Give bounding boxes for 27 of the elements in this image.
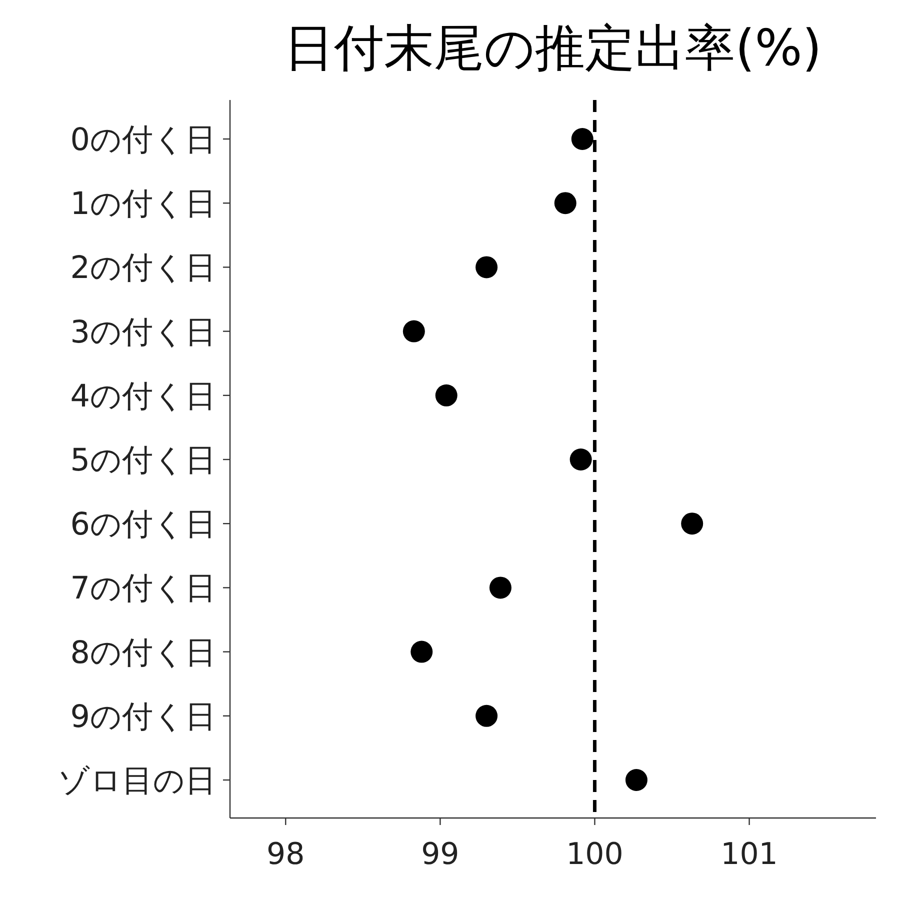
y-tick-label: 1の付く日	[70, 186, 216, 222]
x-tick-label: 98	[266, 837, 305, 872]
x-tick-label: 101	[720, 837, 778, 872]
y-tick-label: 2の付く日	[70, 250, 216, 286]
y-tick-label: 7の付く日	[70, 570, 216, 607]
y-tick-label: 4の付く日	[70, 378, 216, 414]
point	[554, 192, 576, 214]
point	[410, 640, 433, 663]
y-tick-label: 0の付く日	[70, 122, 216, 158]
y-tick-label: 5の付く日	[70, 442, 216, 478]
x-tick-label: 100	[566, 837, 624, 872]
point	[435, 384, 458, 406]
y-tick-label: 8の付く日	[70, 634, 216, 671]
point	[571, 128, 594, 150]
point	[489, 576, 512, 599]
chart-title: 日付末尾の推定出率(%)	[284, 19, 822, 77]
point	[681, 512, 704, 535]
point	[570, 448, 592, 470]
point	[402, 320, 425, 342]
y-tick-label: 9の付く日	[70, 698, 216, 735]
point	[476, 704, 498, 727]
point	[625, 769, 648, 791]
y-tick-label: ゾロ目の日	[58, 763, 216, 799]
x-tick-label: 99	[421, 837, 460, 872]
y-tick-label: 6の付く日	[70, 506, 216, 543]
point	[476, 256, 498, 278]
y-tick-label: 3の付く日	[70, 314, 216, 350]
